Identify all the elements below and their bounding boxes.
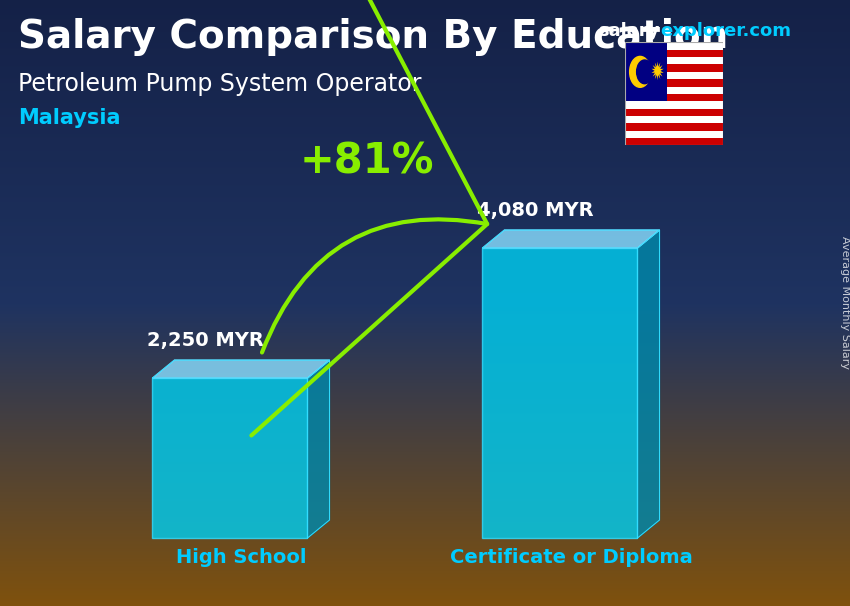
Bar [625, 57, 722, 64]
Polygon shape [152, 360, 330, 378]
Polygon shape [651, 62, 664, 80]
Bar [625, 94, 722, 101]
Bar [625, 138, 722, 145]
Text: +81%: +81% [299, 141, 434, 183]
Bar [625, 42, 666, 101]
Bar [625, 131, 722, 138]
Text: Malaysia: Malaysia [18, 108, 121, 128]
Bar [625, 108, 722, 116]
Circle shape [630, 56, 650, 87]
Text: Salary Comparison By Education: Salary Comparison By Education [18, 18, 728, 56]
Bar [625, 50, 722, 57]
Bar [625, 79, 722, 87]
Bar [625, 42, 722, 50]
Bar [625, 64, 722, 72]
Bar [483, 248, 638, 538]
Text: Petroleum Pump System Operator: Petroleum Pump System Operator [18, 72, 422, 96]
Polygon shape [638, 230, 660, 538]
Text: Certificate or Diploma: Certificate or Diploma [450, 548, 693, 567]
Text: 2,250 MYR: 2,250 MYR [148, 331, 264, 350]
Bar [152, 378, 308, 538]
Circle shape [637, 60, 653, 84]
Text: Average Monthly Salary: Average Monthly Salary [840, 236, 850, 370]
Polygon shape [308, 360, 330, 538]
Polygon shape [483, 230, 660, 248]
Text: High School: High School [176, 548, 306, 567]
Bar [625, 101, 722, 108]
Text: salary: salary [598, 22, 660, 40]
Bar [625, 87, 722, 94]
Bar [625, 72, 722, 79]
Bar [625, 124, 722, 131]
Text: 4,080 MYR: 4,080 MYR [478, 201, 594, 220]
Bar [625, 116, 722, 124]
Text: explorer.com: explorer.com [660, 22, 791, 40]
